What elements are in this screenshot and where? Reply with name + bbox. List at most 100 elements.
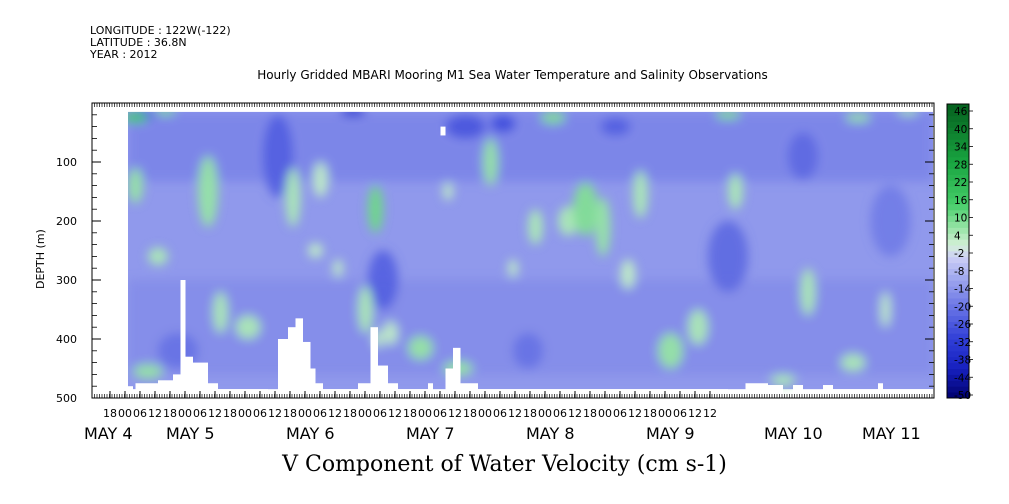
x-hour-label: 00 — [598, 407, 612, 420]
missing-block — [793, 385, 803, 398]
plot-frame — [91, 102, 935, 399]
colorbar-bin — [947, 115, 969, 123]
green-patch — [313, 162, 328, 198]
colorbar-bin — [947, 162, 969, 170]
x-day-label: MAY 6 — [286, 424, 335, 443]
mask-left — [92, 103, 128, 398]
x-axis-label: V Component of Water Velocity (cm s-1) — [282, 452, 727, 477]
missing-block — [768, 385, 783, 398]
colorbar-bin — [947, 127, 969, 134]
x-hour-label: 06 — [673, 407, 687, 420]
colorbar-label: -32 — [954, 337, 971, 349]
colorbar-bin — [947, 386, 969, 393]
colorbar-bin — [947, 145, 969, 152]
colorbar-bin — [947, 350, 969, 358]
colorbar-label: 34 — [954, 142, 968, 154]
colorbar-bin — [947, 227, 969, 234]
x-hour-label: 12 — [148, 407, 162, 420]
colorbar: 46 40 34 28 22 16 10 4 -2 -8 -14 -20 -26 -32 -38 -44 -50 — [946, 103, 973, 402]
colorbar-bin — [947, 345, 969, 352]
x-day-label: MAY 7 — [406, 424, 455, 443]
colorbar-bin — [947, 303, 969, 311]
green-patch — [358, 285, 373, 334]
colorbar-bin — [947, 233, 969, 240]
green-patch — [235, 315, 261, 340]
green-patch — [483, 138, 498, 186]
missing-block — [303, 341, 311, 398]
y-tick-label: 100 — [56, 156, 77, 169]
colorbar-bin — [947, 215, 969, 222]
colorbar-bin — [947, 198, 969, 205]
missing-block — [378, 365, 388, 398]
x-hour-label: 06 — [493, 407, 507, 420]
mask-top — [92, 103, 934, 112]
colorbar-bin — [947, 315, 969, 322]
colorbar-bin — [947, 121, 969, 128]
colorbar-bin — [947, 209, 969, 217]
colorbar-label: -14 — [954, 284, 971, 296]
colorbar-label: -44 — [954, 372, 971, 384]
colorbar-label: 22 — [954, 177, 967, 189]
y-tick-label: 500 — [56, 392, 77, 405]
green-patch — [658, 333, 683, 369]
green-patch — [845, 113, 871, 123]
colorbar-bin — [947, 339, 969, 346]
green-patch — [133, 364, 163, 379]
x-day-label: MAY 5 — [166, 424, 215, 443]
green-patch — [633, 170, 648, 219]
colorbar-bin — [947, 280, 969, 287]
green-patch — [368, 185, 383, 233]
x-hour-label: 12 — [688, 407, 702, 420]
colorbar-label: 4 — [954, 230, 961, 242]
green-patch — [198, 156, 218, 227]
y-tick-label: 300 — [56, 274, 77, 287]
y-axis-label: DEPTH (m) — [34, 229, 47, 289]
missing-block — [180, 280, 186, 398]
colorbar-bin — [947, 203, 969, 211]
x-hour-label: 12 — [508, 407, 522, 420]
missing-block — [193, 362, 208, 398]
blue-patch — [870, 185, 911, 257]
x-hour-label: 12 — [208, 407, 222, 420]
x-hour-label: 12 — [268, 407, 282, 420]
missing-block — [833, 389, 878, 398]
x-hour-label: 06 — [253, 407, 267, 420]
blue-patch — [788, 132, 818, 180]
colorbar-label: 16 — [954, 195, 968, 207]
blue-patch — [490, 114, 516, 133]
colorbar-label: -38 — [954, 355, 971, 367]
colorbar-label: 28 — [954, 159, 967, 171]
colorbar-frame — [946, 103, 970, 399]
missing-block — [315, 383, 323, 398]
colorbar-label: -50 — [954, 390, 971, 402]
blue-patch — [513, 333, 543, 369]
colorbar-bin — [947, 333, 969, 340]
colorbar-bin — [947, 139, 969, 146]
colorbar-bin — [947, 392, 969, 399]
missing-block — [440, 126, 446, 136]
x-hour-label: 18 — [583, 407, 597, 420]
missing-block — [453, 347, 461, 398]
colorbar-bin — [947, 309, 969, 317]
missing-block — [185, 356, 193, 398]
colorbar-label: 10 — [954, 213, 967, 225]
missing-block — [428, 383, 433, 398]
green-patch — [148, 247, 168, 266]
colorbar-bin — [947, 256, 969, 264]
green-patch — [715, 110, 741, 120]
missing-block — [208, 383, 218, 398]
green-patch — [285, 167, 301, 227]
missing-block — [883, 389, 934, 398]
y-tick-label: 400 — [56, 333, 77, 346]
missing-data-mask — [92, 103, 934, 398]
colorbar-bin — [947, 368, 969, 375]
x-hour-label: 00 — [238, 407, 252, 420]
x-hour-label: 18 — [163, 407, 177, 420]
x-hour-label: 06 — [373, 407, 387, 420]
colorbar-bin — [947, 298, 969, 305]
green-patch — [308, 243, 323, 258]
blue-patch — [368, 250, 398, 310]
colorbar-label: -26 — [954, 319, 971, 331]
green-patch — [800, 268, 816, 316]
missing-block — [135, 383, 158, 398]
